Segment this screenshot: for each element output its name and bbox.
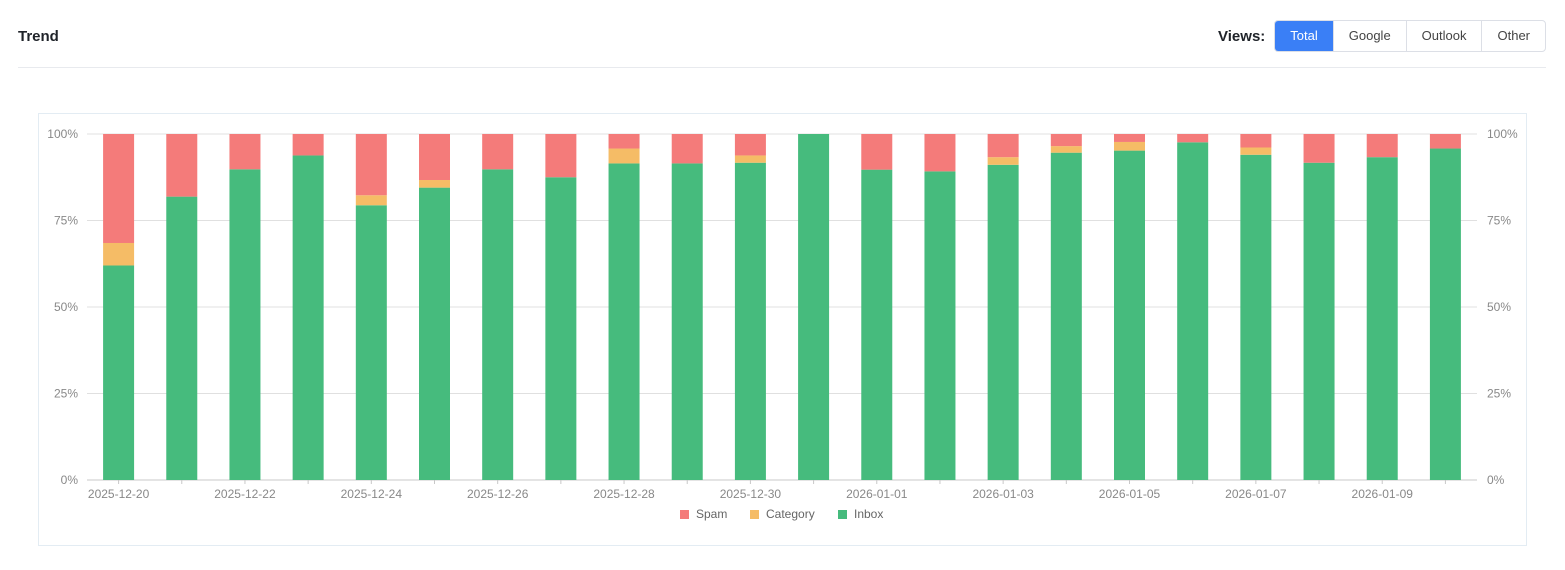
bar-inbox xyxy=(545,177,577,480)
views-label: Views: xyxy=(1218,27,1266,45)
x-tick-label: 2025-12-30 xyxy=(720,487,782,501)
bar-category xyxy=(1114,141,1145,151)
bar-inbox xyxy=(1303,162,1335,480)
bar-inbox xyxy=(1050,152,1082,480)
bar-category xyxy=(734,155,766,163)
bar-spam xyxy=(1050,134,1082,147)
chart-container xyxy=(38,113,1527,546)
legend-label-inbox: Inbox xyxy=(854,507,883,521)
y-tick-label-left: 0% xyxy=(61,473,79,487)
bar-spam xyxy=(482,134,514,170)
header-divider xyxy=(18,67,1546,68)
bar-spam xyxy=(103,134,135,243)
y-tick-label-right: 25% xyxy=(1487,387,1511,401)
bar-spam xyxy=(671,134,703,164)
view-other-button[interactable]: Other xyxy=(1481,21,1545,51)
bar-inbox xyxy=(798,134,830,480)
bar-spam xyxy=(292,134,324,156)
bar-spam xyxy=(419,134,450,181)
bar-category xyxy=(1240,147,1272,155)
legend-label-spam: Spam xyxy=(696,507,727,521)
bar-inbox xyxy=(292,155,324,480)
views-switcher: Views: Total Google Outlook Other xyxy=(1218,20,1546,52)
x-tick-label: 2025-12-26 xyxy=(467,487,529,501)
bar-spam xyxy=(924,134,956,172)
bar-inbox xyxy=(229,169,261,481)
bar-category xyxy=(419,180,450,188)
bar-inbox xyxy=(987,164,1019,480)
view-google-button[interactable]: Google xyxy=(1332,21,1406,51)
x-tick-label: 2025-12-20 xyxy=(88,487,150,501)
bar-inbox xyxy=(924,171,956,481)
bar-spam xyxy=(355,134,387,196)
x-tick-label: 2025-12-24 xyxy=(341,487,403,501)
bar-inbox xyxy=(1240,154,1272,480)
bar-inbox xyxy=(419,187,450,480)
bar-spam xyxy=(1240,134,1272,148)
bar-spam xyxy=(734,134,766,156)
bar-spam xyxy=(1177,134,1209,143)
bar-category xyxy=(103,242,135,266)
bar-inbox xyxy=(734,162,766,480)
legend-label-category: Category xyxy=(766,507,815,521)
legend-swatch-inbox xyxy=(838,510,847,519)
legend-swatch-category xyxy=(750,510,759,519)
legend-swatch-spam xyxy=(680,510,689,519)
bar-inbox xyxy=(355,205,387,480)
bar-inbox xyxy=(103,265,135,480)
bar-inbox xyxy=(1366,157,1398,480)
y-tick-label-left: 100% xyxy=(47,127,78,141)
bar-spam xyxy=(1366,134,1398,158)
bar-inbox xyxy=(1177,142,1209,480)
y-tick-label-right: 0% xyxy=(1487,473,1505,487)
x-tick-label: 2026-01-01 xyxy=(846,487,908,501)
bar-inbox xyxy=(671,163,703,480)
x-tick-label: 2026-01-09 xyxy=(1352,487,1414,501)
view-total-button[interactable]: Total xyxy=(1275,21,1333,51)
bar-spam xyxy=(1429,134,1461,149)
y-tick-label-right: 50% xyxy=(1487,300,1511,314)
x-tick-label: 2025-12-28 xyxy=(593,487,655,501)
y-tick-label-right: 75% xyxy=(1487,214,1511,228)
bar-spam xyxy=(545,134,577,178)
y-tick-label-left: 50% xyxy=(54,300,78,314)
y-tick-label-left: 25% xyxy=(54,387,78,401)
bar-spam xyxy=(987,134,1019,158)
page-title: Trend xyxy=(18,28,59,45)
bar-inbox xyxy=(166,196,198,480)
bar-category xyxy=(1050,146,1082,153)
bar-category xyxy=(987,157,1019,165)
bar-inbox xyxy=(1114,150,1145,480)
bar-spam xyxy=(166,134,198,197)
bar-inbox xyxy=(861,169,893,480)
x-tick-label: 2026-01-05 xyxy=(1099,487,1161,501)
x-tick-label: 2026-01-03 xyxy=(972,487,1034,501)
bar-spam xyxy=(861,134,893,170)
bar-spam xyxy=(1114,134,1145,142)
bar-inbox xyxy=(482,169,514,481)
bar-inbox xyxy=(608,163,640,480)
bar-spam xyxy=(229,134,261,170)
y-tick-label-right: 100% xyxy=(1487,127,1518,141)
bar-category xyxy=(355,195,387,206)
x-tick-label: 2026-01-07 xyxy=(1225,487,1287,501)
bar-spam xyxy=(608,134,640,149)
bar-inbox xyxy=(1429,148,1461,481)
view-outlook-button[interactable]: Outlook xyxy=(1405,21,1482,51)
bar-category xyxy=(608,148,640,164)
bar-spam xyxy=(1303,134,1335,163)
x-tick-label: 2025-12-22 xyxy=(214,487,276,501)
views-segmented-control: Total Google Outlook Other xyxy=(1274,20,1546,52)
y-tick-label-left: 75% xyxy=(54,214,78,228)
